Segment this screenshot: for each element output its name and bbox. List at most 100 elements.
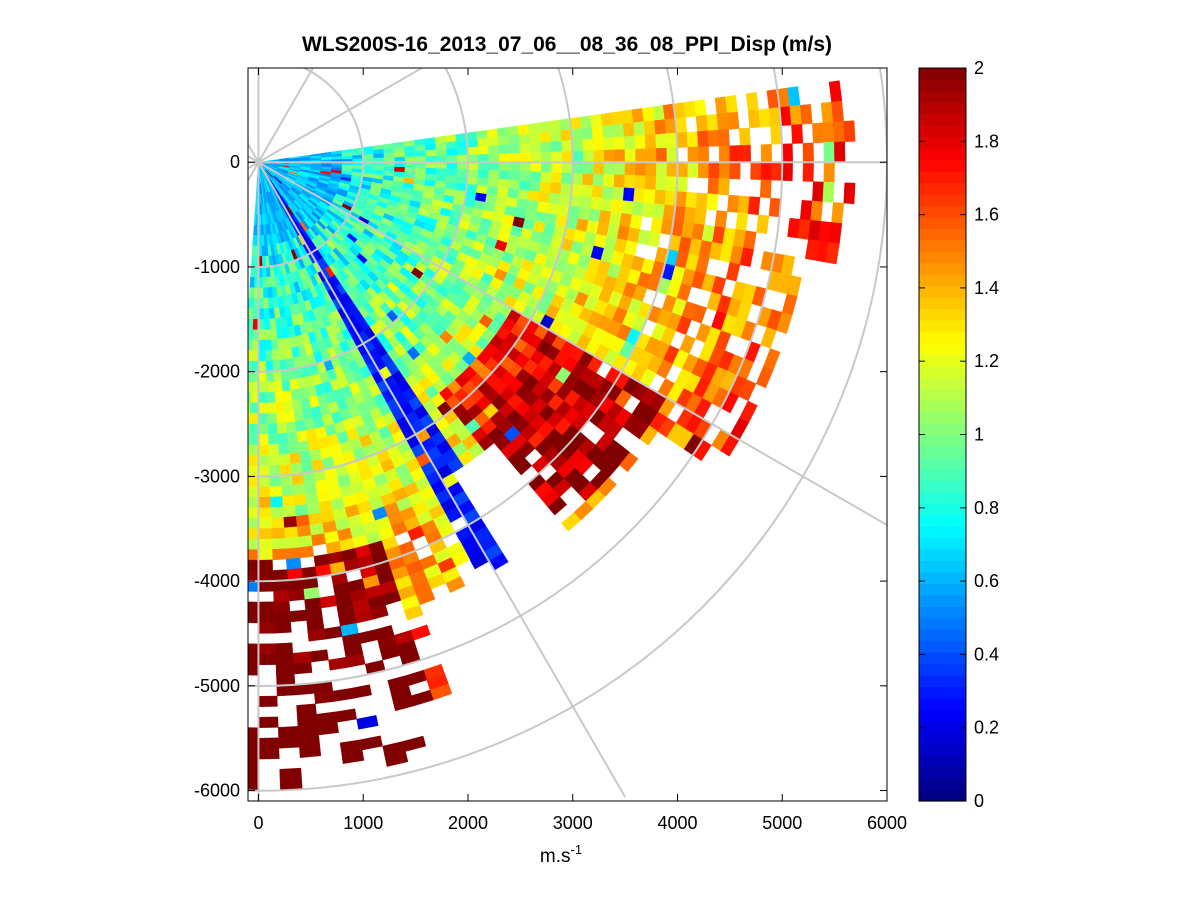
heatmap-cell — [590, 113, 603, 128]
heatmap-cell — [258, 643, 276, 655]
heatmap-cell — [822, 121, 835, 143]
colorbar-band — [919, 503, 966, 516]
colorbar-band — [919, 526, 966, 539]
heatmap-cell — [582, 150, 594, 163]
heatmap-cell — [304, 597, 322, 611]
heatmap-cell — [258, 622, 276, 634]
heatmap-cell — [250, 256, 256, 268]
heatmap-cell — [248, 392, 251, 404]
heatmap-cell — [799, 199, 813, 221]
heatmap-cell — [547, 202, 560, 216]
heatmap-cell — [293, 493, 307, 507]
heatmap-cell — [519, 143, 531, 154]
heatmap-cell — [622, 187, 635, 202]
heatmap-cell — [496, 127, 509, 138]
heatmap-cell — [258, 444, 269, 456]
heatmap-cell — [275, 652, 294, 665]
heatmap-cell — [258, 413, 268, 425]
heatmap-cell — [517, 124, 530, 136]
heatmap-cell — [592, 137, 605, 151]
colorbar-band — [919, 571, 966, 584]
heatmap-cell — [457, 161, 469, 170]
colorbar-band — [919, 193, 966, 207]
heatmap-cell — [249, 402, 259, 414]
heatmap-cell — [509, 152, 521, 163]
heatmap-cell — [261, 266, 267, 278]
heatmap-cell — [258, 423, 269, 435]
chart-title: WLS200S-16_2013_07_06__08_36_08_PPI_Disp… — [302, 33, 832, 56]
colorbar-band — [919, 468, 966, 481]
heatmap-cell — [527, 190, 541, 202]
heatmap-cell — [624, 148, 636, 163]
heatmap-cell — [264, 329, 272, 341]
colorbar-band — [919, 171, 966, 184]
heatmap-cell — [828, 222, 843, 245]
heatmap-cell — [248, 329, 253, 341]
ppi-heatmap — [248, 80, 856, 791]
heatmap-cell — [561, 161, 573, 174]
heatmap-cell — [288, 588, 305, 602]
heatmap-cell — [519, 161, 532, 172]
heatmap-cell — [285, 557, 302, 570]
heatmap-cell — [602, 124, 615, 139]
heatmap-cell — [633, 188, 646, 203]
x-axis-label-base: m.s — [540, 846, 571, 867]
heatmap-cell — [252, 235, 257, 247]
heatmap-cell — [248, 486, 259, 498]
heatmap-cell — [258, 549, 273, 561]
heatmap-cell — [497, 135, 510, 146]
colorbar-band — [919, 457, 966, 470]
heatmap-cell — [298, 734, 321, 748]
heatmap-cell — [781, 143, 793, 163]
colorbar-band — [919, 423, 966, 436]
heatmap-cell — [258, 371, 267, 383]
heatmap-cell — [384, 751, 409, 767]
heatmap-cell — [456, 140, 468, 149]
heatmap-cell — [687, 161, 699, 178]
x-tick-label: 0 — [253, 813, 263, 833]
colorbar-band — [919, 686, 966, 699]
heatmap-cell — [279, 767, 302, 780]
heatmap-cell — [514, 457, 533, 476]
heatmap-cell — [747, 109, 761, 129]
heatmap-cell — [277, 348, 287, 361]
heatmap-cell — [414, 150, 427, 158]
heatmap-cell — [248, 350, 253, 362]
heatmap-cell — [258, 339, 266, 351]
polar-grid — [248, 68, 887, 801]
heatmap-cell — [434, 135, 447, 144]
heatmap-cell — [262, 297, 269, 310]
heatmap-cell — [414, 167, 427, 175]
colorbar-band — [919, 342, 966, 355]
heatmap-cell — [571, 139, 584, 152]
heatmap-cell — [404, 167, 416, 174]
heatmap-cell — [262, 287, 269, 299]
colorbar-band — [919, 239, 966, 252]
heatmap-cell — [267, 297, 275, 309]
heatmap-cell — [310, 533, 327, 547]
heatmap-cell — [249, 276, 255, 289]
heatmap-cell — [635, 161, 647, 177]
heatmap-cell — [456, 175, 468, 185]
heatmap-cell — [250, 371, 259, 383]
heatmap-cell — [477, 177, 489, 187]
heatmap-cell — [592, 173, 605, 187]
x-tick-label: 6000 — [867, 813, 907, 833]
y-tick-label: -6000 — [194, 781, 240, 801]
colorbar-band — [919, 182, 966, 195]
heatmap-cell — [802, 142, 814, 163]
heatmap-cell — [269, 496, 283, 508]
heatmap-cell — [258, 570, 274, 582]
heatmap-cell — [271, 548, 287, 561]
heatmap-cell — [466, 176, 479, 186]
colorbar-band — [919, 480, 966, 493]
heatmap-cell — [445, 576, 466, 593]
heatmap-cell — [498, 144, 510, 155]
heatmap-cell — [508, 179, 520, 190]
heatmap-cell — [729, 161, 741, 180]
heatmap-cell — [614, 161, 626, 176]
heatmap-cell — [486, 128, 499, 139]
colorbar-tick-label: 1.6 — [974, 205, 999, 225]
heatmap-cell — [832, 121, 845, 143]
heatmap-cell — [258, 528, 272, 540]
